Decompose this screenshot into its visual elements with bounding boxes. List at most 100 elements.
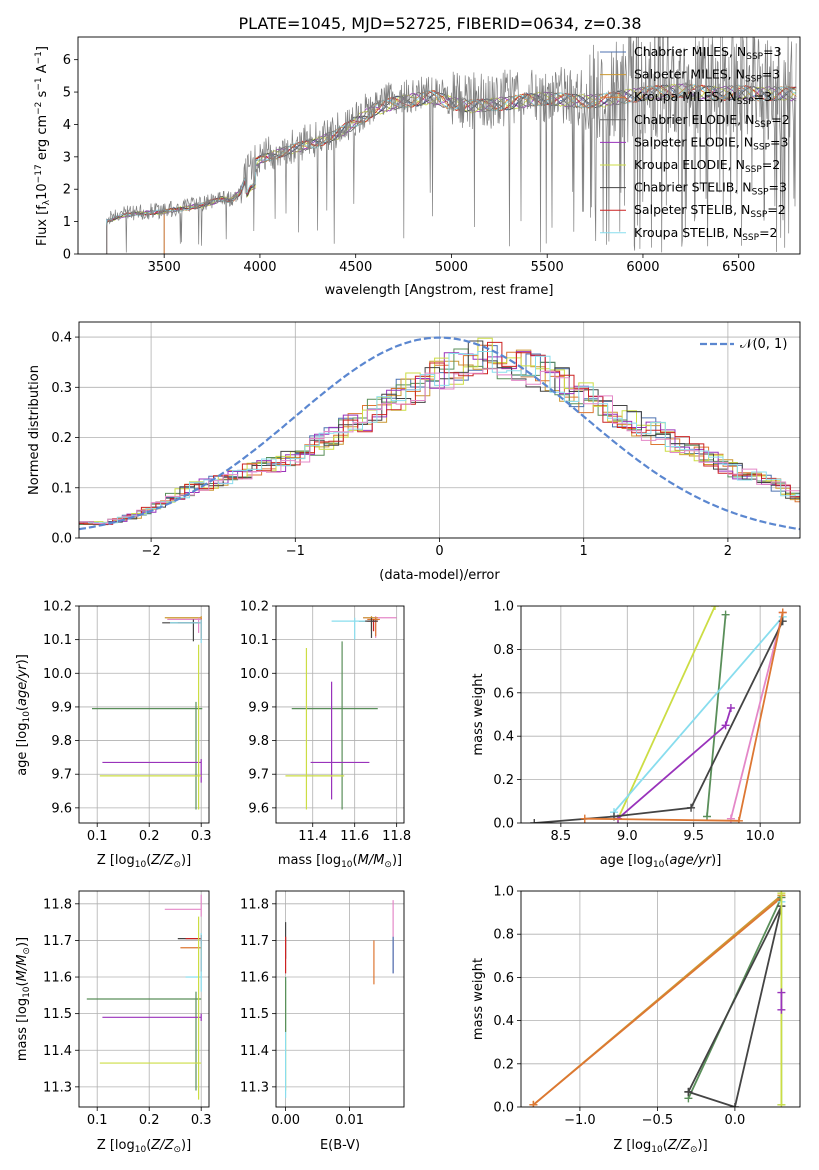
y-tick-label: 0.0 bbox=[493, 817, 514, 832]
y-tick-label: 2 bbox=[63, 183, 71, 198]
weight-line bbox=[613, 616, 784, 813]
y-tick-label: 9.8 bbox=[248, 734, 269, 749]
axes-weight_vs_Z: −1.0 −0.5 0.0 0.0 0.2 0.4 0.6 0.8 1.0 mass weight… bbox=[471, 885, 801, 1155]
y-tick-label: 0.1 bbox=[51, 481, 72, 496]
y-tick-label: 9.7 bbox=[248, 768, 269, 783]
x-tick-label: 1 bbox=[580, 544, 588, 559]
y-axis-label: mass weight bbox=[471, 958, 486, 1040]
gaussian-curve bbox=[79, 336, 800, 531]
weight-marker bbox=[529, 1100, 538, 1107]
figure-title: PLATE=1045, MJD=52725, FIBERID=0634, z=0… bbox=[238, 14, 641, 33]
y-tick-label: 0.3 bbox=[51, 381, 72, 396]
x-tick-label: 0.2 bbox=[139, 1113, 160, 1128]
x-tick-label: 0 bbox=[435, 544, 443, 559]
x-tick-label: 6000 bbox=[626, 260, 659, 275]
x-tick-label: 3500 bbox=[148, 260, 181, 275]
y-axis-label: Normed distribution bbox=[27, 365, 42, 495]
y-tick-label: 11.3 bbox=[240, 1080, 269, 1095]
legend-entry: Kroupa STELIB, NSSP=2 bbox=[634, 225, 778, 243]
x-tick-label: 9.5 bbox=[683, 829, 704, 844]
y-tick-label: 9.6 bbox=[51, 801, 72, 816]
y-tick-label: 11.6 bbox=[240, 971, 269, 986]
axes-residuals: −2 −1 0 1 2 0.0 0.1 0.2 0.3 0.4 𝒩(0, 1) (data-model… bbox=[27, 321, 801, 583]
y-tick-label: 11.7 bbox=[240, 934, 269, 949]
x-tick-label: 0.2 bbox=[139, 829, 160, 844]
x-axis-label: Z [log10(Z/Z⊙)] bbox=[97, 1138, 191, 1155]
axes-frame-spectrum bbox=[77, 36, 801, 255]
x-tick-label: 11.4 bbox=[298, 829, 327, 844]
legend-entry-gaussian: 𝒩(0, 1) bbox=[740, 337, 787, 352]
x-tick-label: 11.6 bbox=[340, 829, 369, 844]
axes-frame-residuals bbox=[78, 321, 801, 539]
y-tick-label: 9.9 bbox=[51, 700, 72, 715]
x-tick-label: 2 bbox=[724, 544, 732, 559]
y-tick-label: 3 bbox=[63, 150, 71, 165]
x-tick-label: −0.5 bbox=[642, 1113, 674, 1128]
x-tick-label: 0.00 bbox=[271, 1113, 300, 1128]
y-tick-label: 0.4 bbox=[493, 1014, 514, 1029]
axes-spectrum: 3500 4000 4500 5000 5500 6000 6500 0 1 2 3 4 5 6 wavel… bbox=[34, 36, 801, 298]
y-tick-label: 5 bbox=[63, 86, 71, 101]
plot-area-residuals bbox=[79, 322, 800, 538]
histogram-step bbox=[79, 344, 800, 525]
legend-entry: Salpeter STELIB, NSSP=2 bbox=[634, 202, 786, 220]
weight-marker bbox=[726, 703, 735, 712]
weight-marker bbox=[734, 816, 743, 823]
x-tick-label: 9.0 bbox=[617, 829, 638, 844]
x-tick-label: 5500 bbox=[531, 260, 564, 275]
x-axis-label: mass [log10(M/M⊙)] bbox=[278, 853, 402, 870]
y-tick-label: 0.8 bbox=[493, 643, 514, 658]
legend-entry: Chabrier STELIB, NSSP=3 bbox=[634, 180, 787, 198]
y-tick-label: 10.0 bbox=[43, 667, 72, 682]
y-tick-label: 11.8 bbox=[240, 897, 269, 912]
y-tick-label: 10.1 bbox=[43, 633, 72, 648]
axes-weight_vs_age: 8.5 9.0 9.5 10.0 0.0 0.2 0.4 0.6 0.8 1.0 mass weig… bbox=[471, 600, 801, 870]
weight-line bbox=[730, 612, 784, 819]
y-tick-label: 11.7 bbox=[43, 934, 72, 949]
y-tick-label: 0.4 bbox=[493, 730, 514, 745]
legend-entry: Salpeter ELODIE, NSSP=3 bbox=[634, 134, 788, 152]
y-tick-label: 9.6 bbox=[248, 801, 269, 816]
y-tick-label: 9.8 bbox=[51, 734, 72, 749]
axes-age_vs_mass: 11.4 11.6 11.8 9.6 9.7 9.8 9.9 10.0 10.1 10.2 mass… bbox=[240, 600, 411, 871]
weight-marker bbox=[777, 891, 786, 898]
legend-entry: Chabrier MILES, NSSP=3 bbox=[634, 44, 782, 62]
y-tick-label: 0.6 bbox=[493, 971, 514, 986]
y-tick-label: 11.5 bbox=[240, 1007, 269, 1022]
weight-marker bbox=[730, 1103, 739, 1107]
y-tick-label: 11.3 bbox=[43, 1080, 72, 1095]
x-tick-label: 0.3 bbox=[191, 1113, 212, 1128]
y-tick-label: 0.2 bbox=[493, 1057, 514, 1072]
weight-line bbox=[584, 612, 784, 822]
x-tick-label: 11.8 bbox=[382, 829, 411, 844]
x-tick-label: −2 bbox=[142, 544, 161, 559]
y-tick-label: 6 bbox=[63, 53, 71, 68]
weight-marker bbox=[721, 610, 730, 619]
axes-frame-mass_vs_EBV bbox=[275, 890, 405, 1108]
weight-line bbox=[706, 614, 727, 817]
y-tick-label: 1.0 bbox=[493, 600, 514, 615]
weight-line bbox=[687, 905, 783, 1107]
weight-marker bbox=[777, 1100, 786, 1107]
weight-marker bbox=[684, 1087, 693, 1096]
axes-mass_vs_EBV: 0.00 0.01 11.3 11.4 11.5 11.6 11.7 11.8 E(B-V) bbox=[240, 890, 405, 1153]
x-tick-label: 5000 bbox=[435, 260, 468, 275]
x-axis-label: Z [log10(Z/Z⊙)] bbox=[97, 853, 191, 870]
y-tick-label: 11.5 bbox=[43, 1007, 72, 1022]
y-tick-label: 1.0 bbox=[493, 885, 514, 900]
y-axis-label: Flux [fλ10−17 erg cm−2 s−1 A−1] bbox=[34, 46, 52, 246]
x-tick-label: −1 bbox=[286, 544, 305, 559]
plot-area-spectrum bbox=[106, 37, 797, 254]
y-axis-label: mass [log10(M/M⊙)] bbox=[15, 937, 32, 1061]
y-tick-label: 0 bbox=[63, 248, 71, 263]
axes-age_vs_Z: 0.1 0.2 0.3 9.6 9.7 9.8 9.9 10.0 10.1 10.2 Z [log1… bbox=[15, 600, 212, 871]
y-tick-label: 1 bbox=[63, 215, 71, 230]
x-tick-label: 4500 bbox=[339, 260, 372, 275]
y-tick-label: 10.1 bbox=[240, 633, 269, 648]
y-tick-label: 11.8 bbox=[43, 897, 72, 912]
legend-entry: Chabrier ELODIE, NSSP=2 bbox=[634, 112, 790, 130]
y-tick-label: 10.0 bbox=[240, 667, 269, 682]
x-tick-label: 0.3 bbox=[191, 829, 212, 844]
x-axis-label: (data-model)/error bbox=[379, 568, 500, 583]
